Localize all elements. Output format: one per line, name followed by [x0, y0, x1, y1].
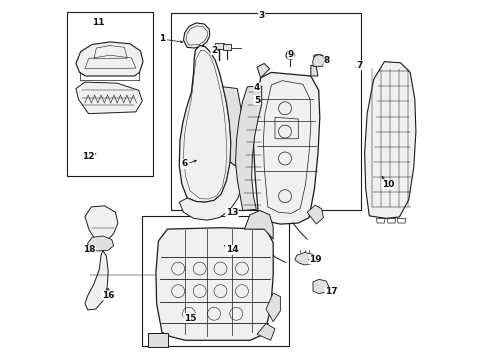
Bar: [67, 12, 153, 176]
Polygon shape: [223, 87, 241, 166]
Polygon shape: [253, 72, 319, 224]
Text: 19: 19: [308, 255, 321, 264]
Text: 2: 2: [210, 46, 217, 55]
Text: 17: 17: [325, 287, 337, 296]
Polygon shape: [294, 252, 315, 265]
Polygon shape: [364, 62, 415, 219]
Polygon shape: [312, 54, 324, 66]
Text: 9: 9: [287, 50, 294, 59]
Polygon shape: [76, 82, 142, 114]
Polygon shape: [179, 45, 230, 202]
Text: 3: 3: [258, 11, 264, 20]
Polygon shape: [76, 42, 142, 76]
Polygon shape: [310, 65, 317, 76]
Polygon shape: [306, 205, 323, 224]
Polygon shape: [179, 152, 244, 220]
Text: 6: 6: [181, 159, 187, 168]
Text: 7: 7: [355, 61, 362, 70]
Text: 14: 14: [225, 246, 238, 255]
Bar: [223, 44, 230, 50]
Polygon shape: [235, 86, 261, 211]
Text: 13: 13: [225, 208, 238, 217]
Text: 1: 1: [159, 34, 165, 43]
Bar: [215, 42, 223, 49]
Polygon shape: [85, 206, 118, 310]
Text: 10: 10: [381, 180, 393, 189]
Polygon shape: [312, 279, 328, 294]
Text: 8: 8: [323, 57, 329, 66]
Polygon shape: [87, 236, 113, 251]
Bar: [147, 333, 168, 347]
Ellipse shape: [313, 54, 323, 58]
Polygon shape: [244, 211, 273, 239]
Text: 5: 5: [253, 96, 260, 105]
Text: 16: 16: [102, 291, 114, 300]
Polygon shape: [257, 63, 269, 78]
Text: 4: 4: [253, 83, 260, 92]
Text: 15: 15: [183, 314, 196, 323]
Bar: [142, 216, 289, 346]
Text: 12: 12: [82, 152, 95, 161]
Text: 11: 11: [92, 18, 104, 27]
Polygon shape: [183, 23, 209, 48]
Polygon shape: [257, 323, 274, 340]
Polygon shape: [265, 293, 280, 321]
Text: 18: 18: [83, 246, 96, 255]
Polygon shape: [156, 228, 273, 340]
Bar: [171, 13, 360, 211]
